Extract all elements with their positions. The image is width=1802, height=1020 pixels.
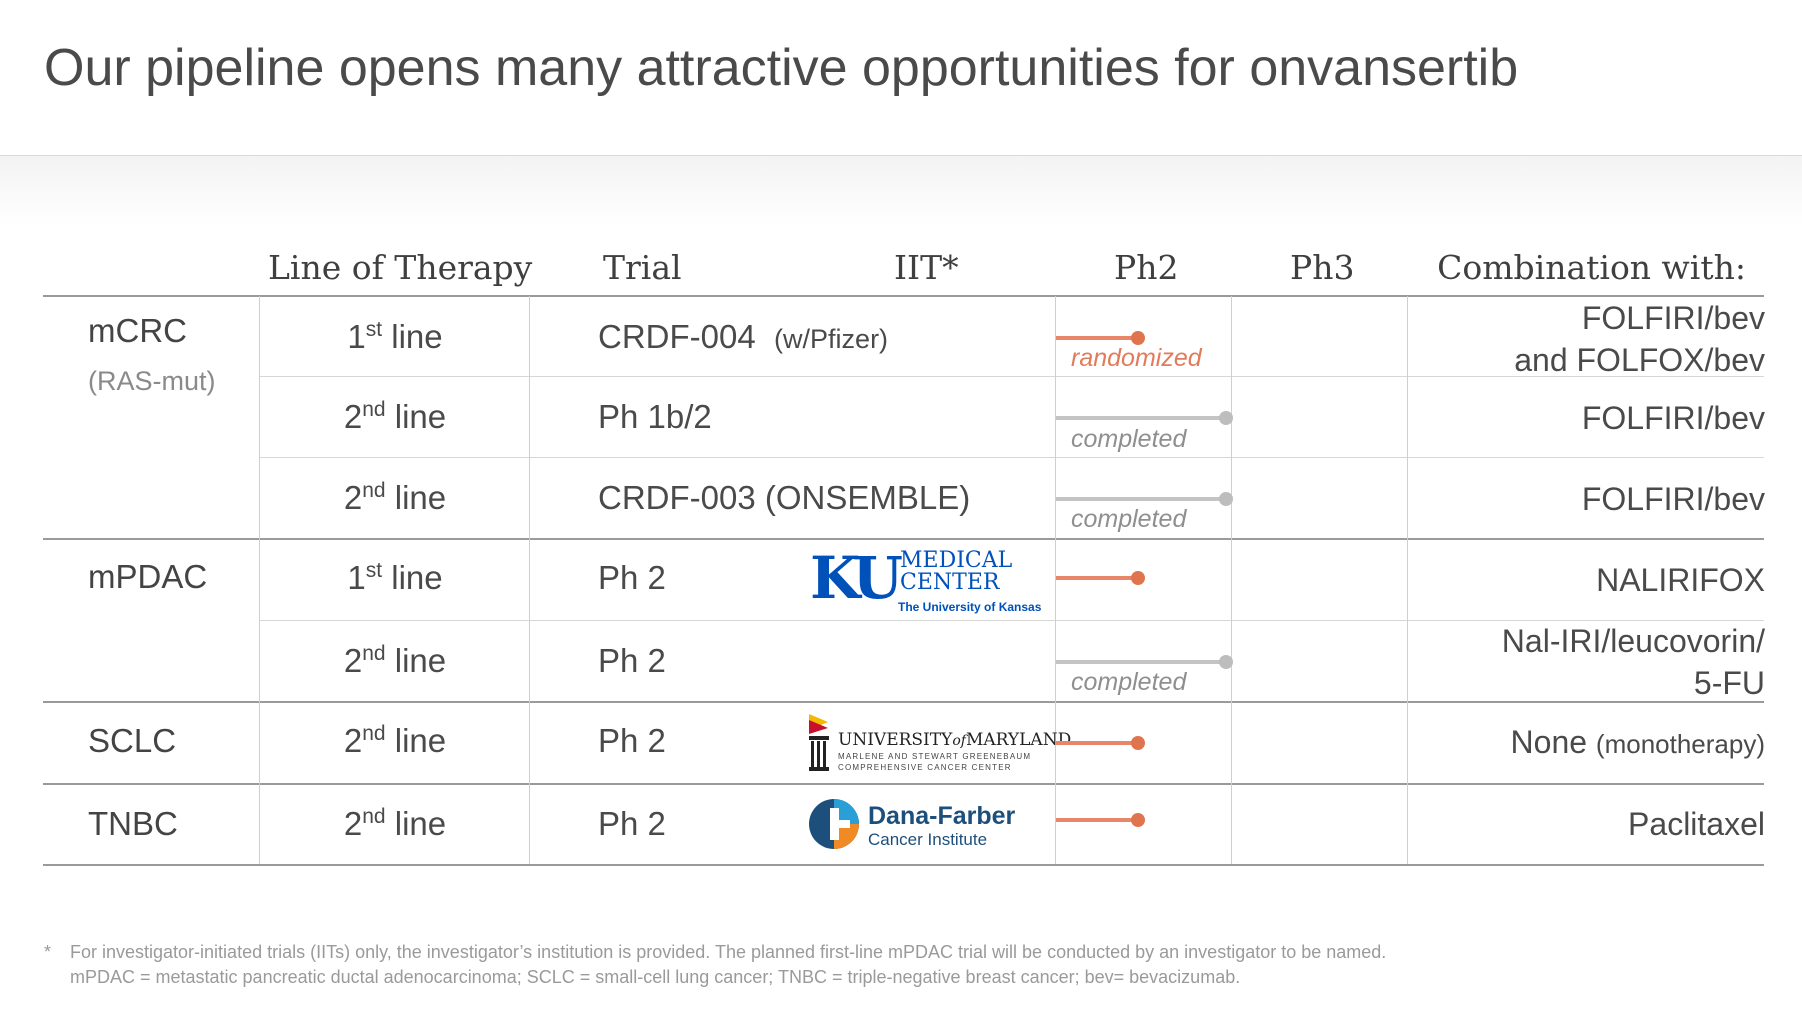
progress-dot [1131, 736, 1145, 750]
row-divider [260, 376, 1764, 377]
group-rule-sclc [43, 783, 1764, 785]
combination-cell: FOLFIRI/bev [1581, 481, 1765, 517]
row-divider [260, 457, 1764, 458]
row-divider [260, 620, 1764, 621]
header-trial: Trial [603, 248, 682, 287]
progress-dot [1219, 655, 1233, 669]
column-divider [259, 296, 260, 864]
trial-name: Ph 2 [598, 642, 666, 679]
indication-mcrc: mCRC [88, 312, 187, 349]
footnote-line: For investigator-initiated trials (IITs)… [70, 942, 1387, 962]
progress-dot [1131, 813, 1145, 827]
trial-name: Ph 2 [598, 559, 666, 596]
trial-partner-note: (w/Pfizer) [774, 324, 889, 354]
line-of-therapy: 2nd line [343, 722, 447, 759]
footnote-abbreviations: mPDAC = metastatic pancreatic ductal ade… [70, 967, 1241, 987]
progress-dot [1219, 411, 1233, 425]
progress-bar [1056, 336, 1138, 340]
progress-dot [1131, 571, 1145, 585]
header-ph2: Ph2 [1114, 248, 1179, 287]
progress-bar [1056, 416, 1226, 420]
progress-bar [1056, 576, 1138, 580]
indication-sclc: SCLC [88, 722, 177, 759]
combination-cell: FOLFIRI/bev [1581, 400, 1765, 436]
combination-cell: FOLFIRI/bev and FOLFOX/bev [1514, 300, 1765, 378]
indication-mpdac: mPDAC [88, 558, 208, 595]
group-rule-mcrc [43, 538, 1764, 540]
trial-name: Ph 1b/2 [598, 398, 712, 435]
trial-name: Ph 2 [598, 722, 666, 759]
column-divider [1055, 296, 1056, 864]
footnote: * For investigator-initiated trials (IIT… [44, 940, 1386, 990]
header-combination: Combination with: [1437, 248, 1746, 287]
progress-dot [1131, 331, 1145, 345]
progress-bar [1056, 660, 1226, 664]
trial-name: Ph 2 [598, 805, 666, 842]
combination-cell: Nal-IRI/leucovorin/5-FU [1501, 623, 1765, 701]
title-divider [0, 155, 1802, 156]
line-of-therapy: 1st line [347, 318, 443, 355]
table-header-rule [43, 295, 1764, 297]
trial-name: CRDF-003 (ONSEMBLE) [598, 479, 971, 516]
header-line-of-therapy: Line of Therapy [268, 248, 533, 287]
status-label-completed: completed [1071, 668, 1187, 696]
line-of-therapy: 2nd line [343, 398, 447, 435]
line-of-therapy: 1st line [347, 559, 443, 596]
column-divider [529, 296, 530, 864]
table-bottom-rule [43, 864, 1764, 866]
dana-farber-logo: Dana-Farber Cancer Institute [808, 798, 1028, 852]
header-shade [0, 156, 1802, 226]
column-divider [1231, 296, 1232, 864]
umd-greenebaum-cancer-center-logo: UNIVERSITYofMARYLAND MARLENE AND STEWART… [806, 712, 1071, 774]
dana-farber-emblem-icon [809, 799, 859, 849]
line-of-therapy: 2nd line [343, 479, 447, 516]
line-of-therapy: 2nd line [343, 642, 447, 679]
group-rule-mpdac [43, 701, 1764, 703]
line-of-therapy: 2nd line [343, 805, 447, 842]
combination-cell: Paclitaxel [1628, 806, 1765, 842]
footnote-marker: * [44, 942, 52, 962]
combination-cell: None (monotherapy) [1510, 724, 1765, 760]
trial-name: CRDF-004 (w/Pfizer) [598, 318, 889, 355]
page-title: Our pipeline opens many attractive oppor… [44, 39, 1519, 97]
column-divider [1407, 296, 1408, 864]
header-ph3: Ph3 [1290, 248, 1355, 287]
status-label-completed: completed [1071, 505, 1187, 533]
progress-dot [1219, 492, 1233, 506]
header-iit: IIT* [894, 248, 959, 287]
indication-mcrc-subtype: (RAS-mut) [88, 366, 216, 396]
progress-bar [1056, 497, 1226, 501]
ku-medical-center-logo: KU MEDICAL CENTER The University of Kans… [810, 544, 1042, 614]
combination-cell: NALIRIFOX [1596, 562, 1765, 598]
status-label-completed: completed [1071, 425, 1187, 453]
shield-icon [809, 714, 829, 771]
progress-bar [1056, 818, 1138, 822]
status-label-randomized: randomized [1071, 344, 1202, 372]
progress-bar [1056, 741, 1138, 745]
indication-tnbc: TNBC [88, 805, 178, 842]
